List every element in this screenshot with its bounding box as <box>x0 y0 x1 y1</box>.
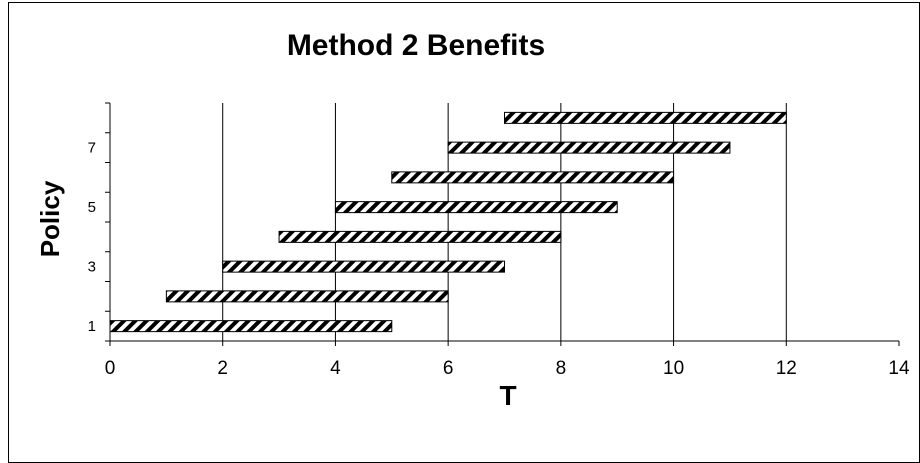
y-tick-label-3: 3 <box>88 259 96 276</box>
bar-policy-4 <box>278 230 562 243</box>
bar-policy-5 <box>334 201 618 214</box>
gridlines <box>222 103 787 341</box>
x-tick-label-14: 14 <box>888 358 910 379</box>
y-tick-label-1: 1 <box>88 318 96 335</box>
axes <box>105 102 900 346</box>
x-tick-label-2: 2 <box>217 358 228 379</box>
x-tick-label-0: 0 <box>105 358 116 379</box>
x-tick-label-4: 4 <box>330 358 341 379</box>
y-axis-label: Policy <box>35 180 65 257</box>
tick-labels: 0 2 4 6 8 10 12 14 1 3 5 7 <box>88 140 910 379</box>
x-axis-label: T <box>499 380 516 411</box>
chart-area: Method 2 Benefits 0 2 4 6 8 10 12 14 1 3 5 7 T Poli… <box>8 2 920 463</box>
chart-title: Method 2 Benefits <box>287 29 545 62</box>
x-tick-label-12: 12 <box>776 358 797 379</box>
bar-policy-6 <box>391 171 675 184</box>
bar-policy-8 <box>504 111 787 124</box>
bars <box>109 111 787 333</box>
x-tick-label-8: 8 <box>556 358 567 379</box>
bar-policy-3 <box>222 260 505 273</box>
x-tick-label-6: 6 <box>443 358 454 379</box>
y-tick-label-5: 5 <box>88 199 96 216</box>
bar-policy-2 <box>165 290 449 303</box>
y-tick-label-7: 7 <box>88 140 96 157</box>
bar-policy-7 <box>447 141 731 154</box>
bar-policy-1 <box>109 320 393 333</box>
chart-svg: Method 2 Benefits 0 2 4 6 8 10 12 14 1 3 5 7 T Poli… <box>35 29 910 411</box>
x-tick-label-10: 10 <box>663 358 684 379</box>
